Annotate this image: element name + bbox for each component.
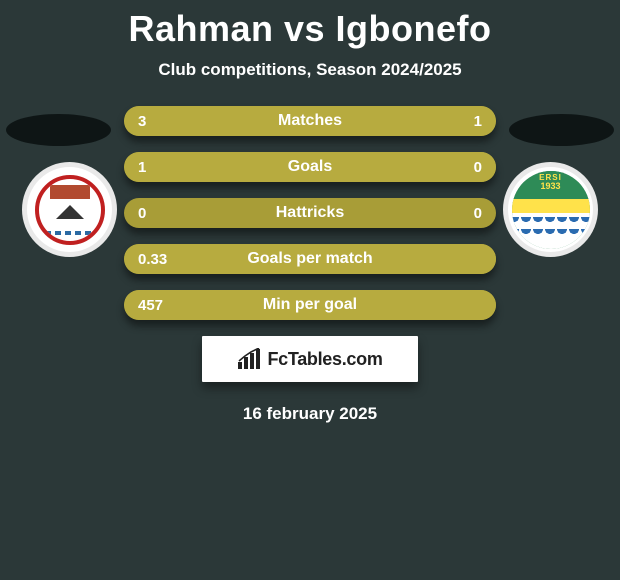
subtitle: Club competitions, Season 2024/2025 [0,60,620,80]
stat-bar: 1Goals0 [124,152,496,182]
stat-label: Min per goal [124,296,496,314]
stat-label: Hattricks [124,204,496,222]
stat-value-right: 1 [474,113,482,130]
badge-right-year: 1933 [512,181,590,191]
page-title: Rahman vs Igbonefo [0,8,620,50]
stat-label: Goals [124,158,496,176]
club-badge-right: ERSI 1933 [503,162,598,257]
stat-label: Matches [124,112,496,130]
shadow-ellipse-right [509,114,614,146]
psm-makassar-logo [35,175,105,245]
header: Rahman vs Igbonefo Club competitions, Se… [0,0,620,80]
persib-logo: ERSI 1933 [512,171,590,249]
brand-box: FcTables.com [202,336,418,382]
fctables-icon [237,348,263,370]
stat-bar: 0Hattricks0 [124,198,496,228]
stat-value-right: 0 [474,205,482,222]
stat-bar: 3Matches1 [124,106,496,136]
club-badge-left [22,162,117,257]
stat-label: Goals per match [124,250,496,268]
comparison-content: ERSI 1933 3Matches11Goals00Hattricks00.3… [0,106,620,424]
shadow-ellipse-left [6,114,111,146]
stat-bar: 0.33Goals per match [124,244,496,274]
stat-bars: 3Matches11Goals00Hattricks00.33Goals per… [124,106,496,320]
brand-text: FcTables.com [267,349,382,370]
stat-value-right: 0 [474,159,482,176]
date-text: 16 february 2025 [0,404,620,424]
stat-bar: 457Min per goal [124,290,496,320]
